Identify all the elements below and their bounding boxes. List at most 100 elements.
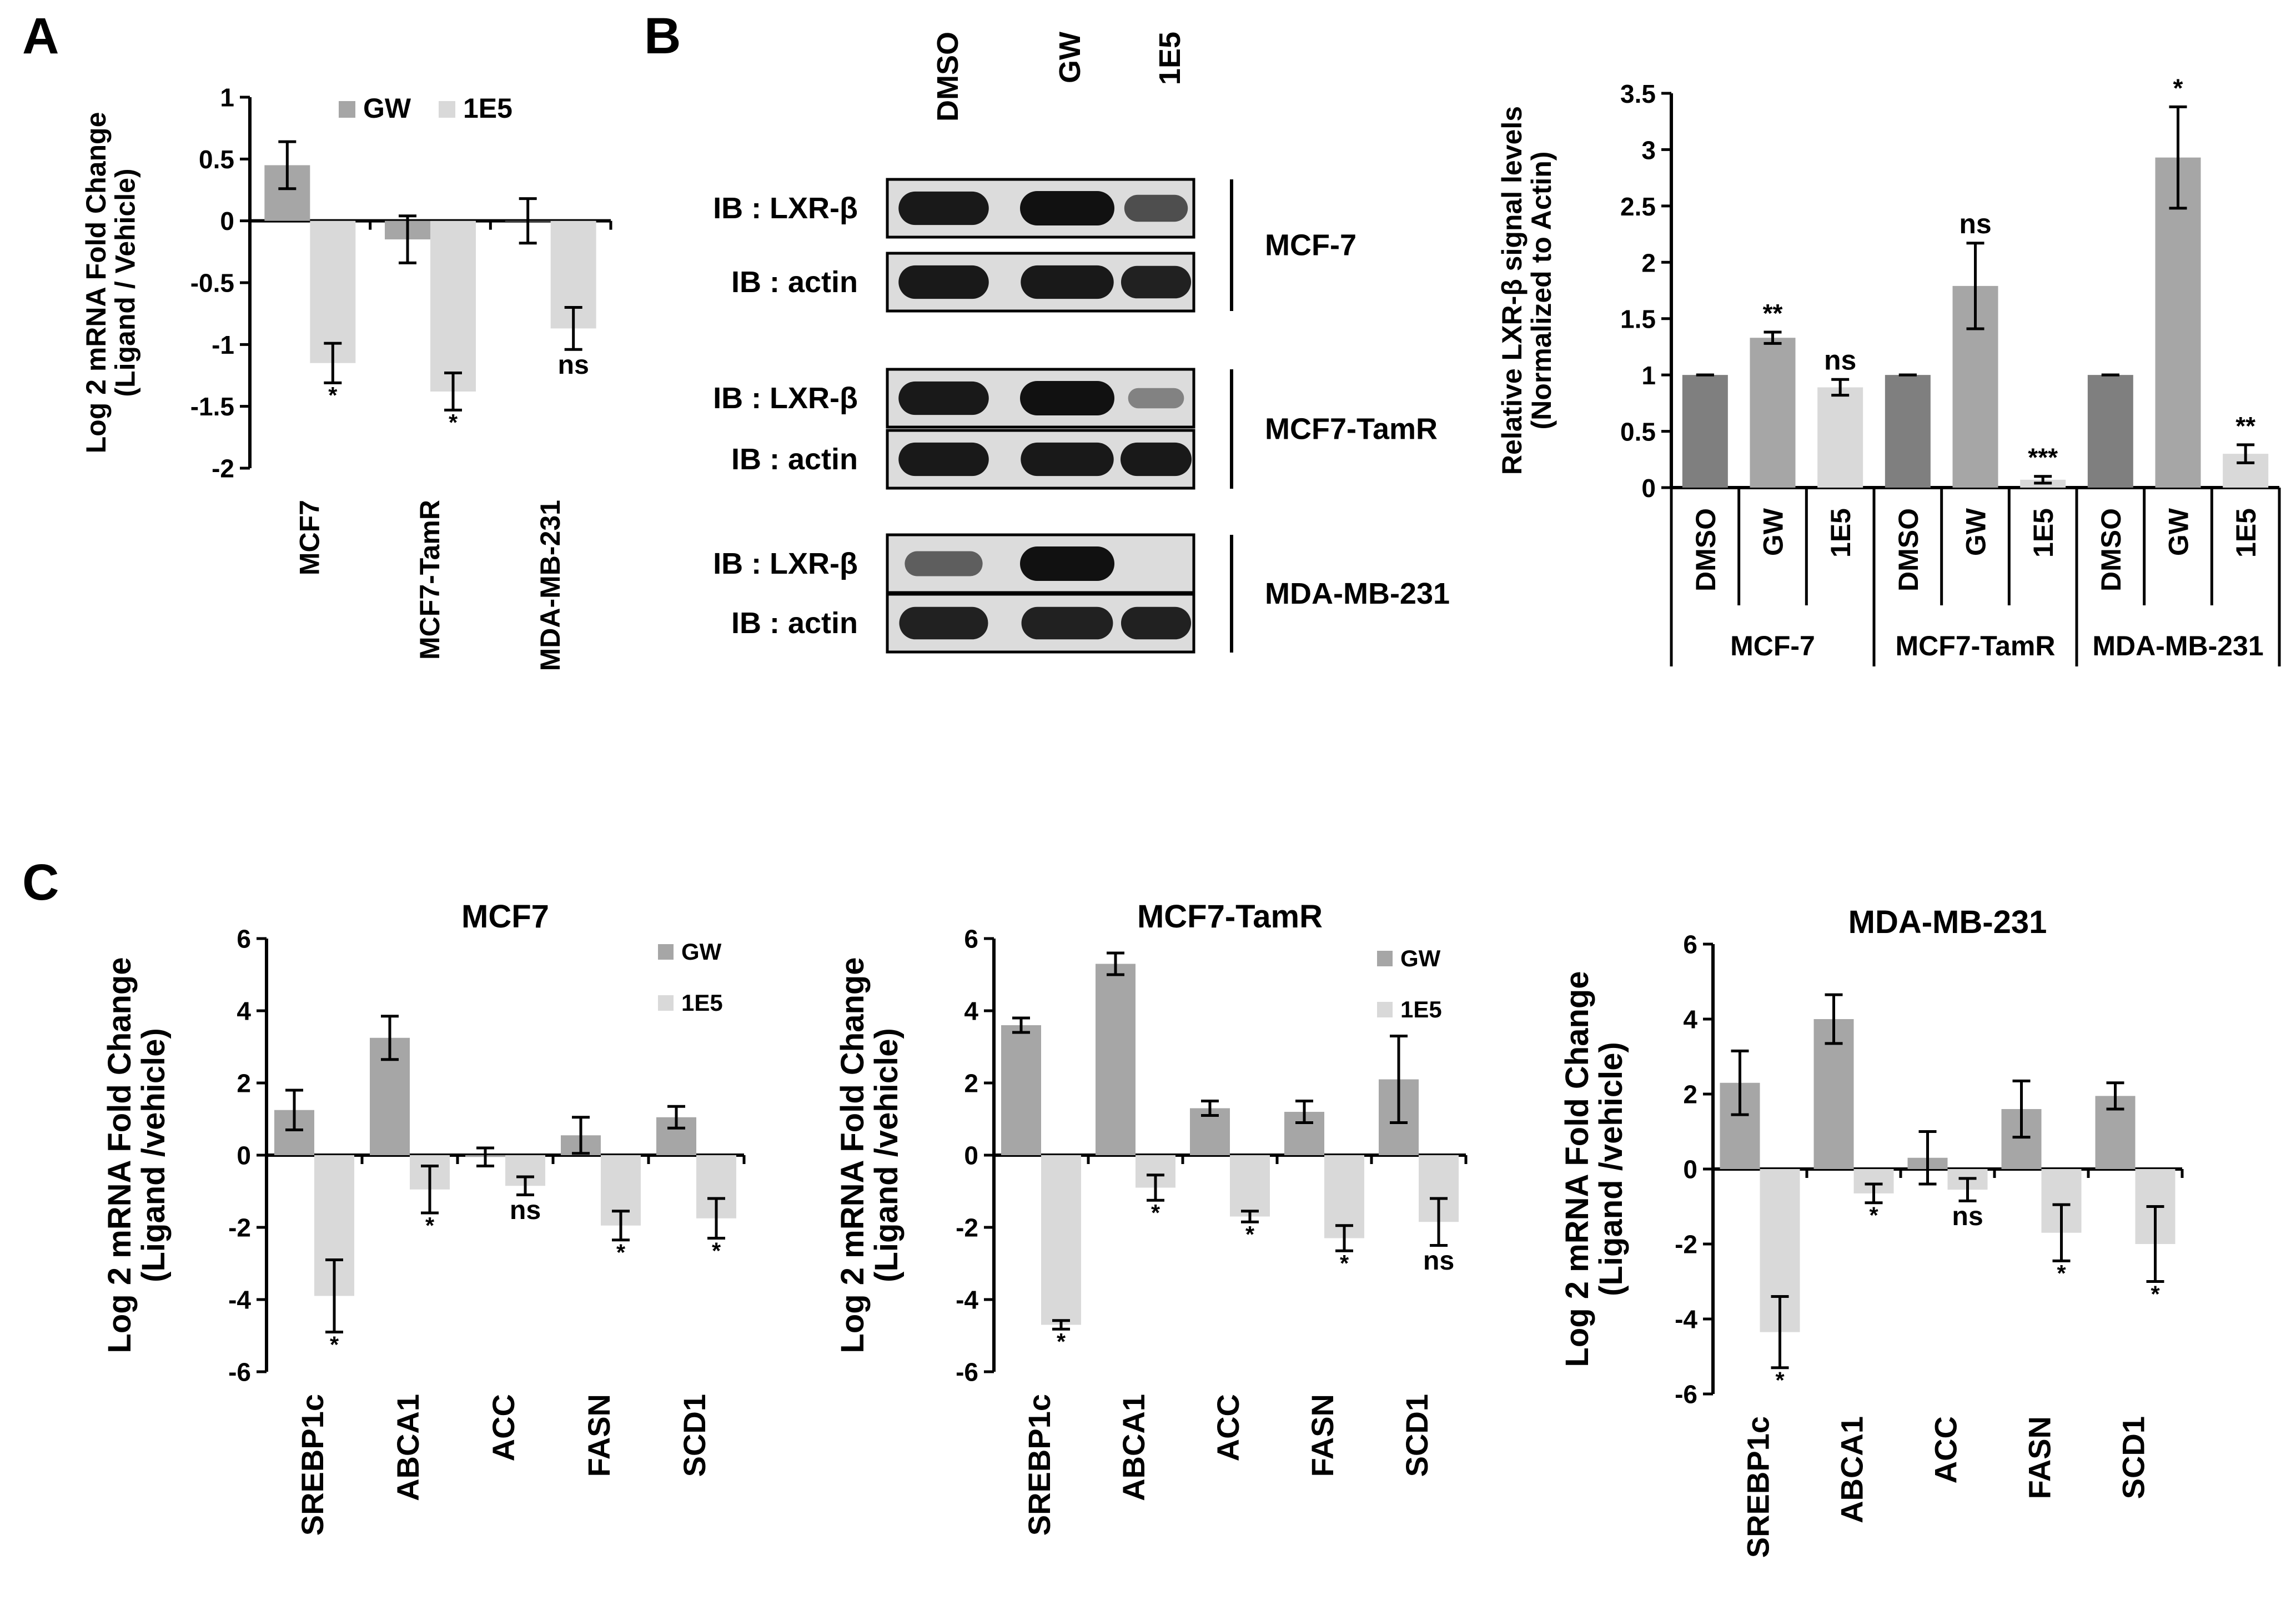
category-label: MCF7-TamR xyxy=(414,500,445,660)
legend-label: 1E5 xyxy=(1400,996,1442,1022)
y-tick-label: 0 xyxy=(1641,474,1656,503)
blot-band xyxy=(898,191,989,225)
category-label: FASN xyxy=(2022,1416,2057,1499)
y-tick-label: -6 xyxy=(228,1358,251,1387)
category-label: FASN xyxy=(1305,1394,1340,1477)
y-tick-label: -2 xyxy=(1675,1230,1697,1259)
significance-label: ** xyxy=(2235,412,2255,440)
y-tick-label: 0 xyxy=(220,207,234,235)
blot-row-label: IB : LXR-β xyxy=(713,192,858,225)
cell-line-label: MCF-7 xyxy=(1265,229,1357,262)
bar-GW-ABCA1 xyxy=(1096,964,1136,1155)
bar-1E5-MCF7 xyxy=(310,220,356,363)
legend-swatch xyxy=(339,101,355,118)
legend-label: GW xyxy=(681,939,722,965)
y-tick-label: 4 xyxy=(237,997,251,1026)
y-axis-label-1: (Ligand / Vehicle) xyxy=(110,168,141,397)
panel-label-c: C xyxy=(22,854,59,911)
cell-line-label: MCF7-TamR xyxy=(1265,413,1438,446)
lane-label: 1E5 xyxy=(1153,32,1187,85)
blot-band xyxy=(1020,191,1114,225)
category-label: GW xyxy=(1961,508,1992,556)
blot-band xyxy=(1120,442,1192,477)
blot-band xyxy=(1020,381,1114,415)
significance-label: ns xyxy=(1952,1201,1983,1231)
category-label: GW xyxy=(1758,508,1789,556)
chart-title: MCF7-TamR xyxy=(1137,899,1323,935)
y-tick-label: 0 xyxy=(1683,1155,1697,1184)
y-axis-label-0: Log 2 mRNA Fold Change xyxy=(835,957,871,1353)
y-tick-label: -4 xyxy=(1675,1305,1697,1334)
western-blot: DMSO GW 1E5 IB : LXR-β IB : actin IB : LXR-β I… xyxy=(713,32,1450,654)
category-label: SCD1 xyxy=(1399,1394,1434,1477)
group-label: MCF7-TamR xyxy=(1896,630,2056,661)
blot-band xyxy=(1021,265,1114,299)
category-label: DMSO xyxy=(1690,508,1721,591)
chart-a: 1 0.5 0 -0.5 -1 -1.5 -2 * * ns MCF7 MCF7-TamR MDA-MB… xyxy=(81,83,612,671)
y-tick-label: 1.5 xyxy=(1620,305,1656,334)
y-tick-label: 2 xyxy=(237,1069,251,1098)
blot-band xyxy=(1128,388,1184,409)
bar-DMSO-0 xyxy=(1682,375,1728,488)
y-tick-label: -0.5 xyxy=(190,269,234,298)
legend-swatch xyxy=(1377,1002,1393,1017)
significance-label: * xyxy=(2151,1281,2160,1307)
y-tick-label: -6 xyxy=(1675,1380,1697,1409)
legend-swatch xyxy=(1377,951,1393,966)
y-tick-label: 3 xyxy=(1641,136,1656,164)
significance-label: ** xyxy=(1763,299,1783,328)
significance-label: *** xyxy=(2028,443,2058,472)
significance-label: * xyxy=(1775,1368,1785,1393)
y-tick-label: -2 xyxy=(228,1213,251,1242)
group-label: MDA-MB-231 xyxy=(2092,630,2263,661)
y-axis-label-1: (Ligand /vehicle) xyxy=(1593,1042,1629,1296)
category-label: GW xyxy=(2163,508,2194,556)
bar-1E5-2 xyxy=(1817,387,1863,488)
y-tick-label: -4 xyxy=(956,1286,978,1315)
bar-GW-1 xyxy=(1750,338,1796,488)
significance-label: * xyxy=(1151,1200,1160,1226)
significance-label: * xyxy=(1340,1251,1349,1276)
significance-label: * xyxy=(712,1238,721,1263)
chart-c-mcf7: 6 4 2 0 -2 -4 -6 * * ns * * SREBP1c ABCA1 ACC FASN SCD1 L… xyxy=(102,899,746,1536)
chart-c-mcf7-tamr: 6 4 2 0 -2 -4 -6 * * * * ns SREBP1c ABCA1 ACC FASN SCD1 L… xyxy=(835,899,1468,1536)
y-tick-label: -1.5 xyxy=(190,392,234,421)
blot-band xyxy=(1121,606,1192,640)
blot-band xyxy=(905,551,983,576)
significance-label: * xyxy=(2173,73,2183,102)
significance-label: * xyxy=(330,1332,339,1357)
significance-label: * xyxy=(1057,1329,1066,1355)
y-axis-label-0: Log 2 mRNA Fold Change xyxy=(102,957,138,1353)
y-tick-label: 0 xyxy=(237,1141,251,1170)
blot-row-label: IB : LXR-β xyxy=(713,547,858,580)
y-axis-label-1: (Normalized to Actin) xyxy=(1526,152,1557,430)
category-label: SREBP1c xyxy=(295,1394,330,1536)
bar-DMSO-3 xyxy=(1885,375,1931,488)
blot-band xyxy=(1021,442,1114,477)
y-axis-label-1: (Ligand /vehicle) xyxy=(135,1028,172,1282)
y-tick-label: -2 xyxy=(212,454,234,483)
blot-band xyxy=(1020,546,1114,581)
bar-1E5-SREBP1c xyxy=(1041,1155,1081,1325)
y-axis-label-0: Log 2 mRNA Fold Change xyxy=(1559,971,1595,1367)
blot-band xyxy=(898,265,989,299)
y-tick-label: 4 xyxy=(964,997,978,1026)
chart-title: MDA-MB-231 xyxy=(1848,904,2047,940)
y-tick-label: -1 xyxy=(212,330,234,359)
significance-label: ns xyxy=(557,350,589,380)
group-label: MCF-7 xyxy=(1730,630,1815,661)
panel-label-b: B xyxy=(644,8,681,64)
category-label: DMSO xyxy=(2096,508,2127,591)
y-tick-label: 6 xyxy=(1683,930,1697,959)
blot-band xyxy=(898,442,989,477)
significance-label: * xyxy=(449,410,458,435)
legend-label: 1E5 xyxy=(681,990,723,1016)
y-axis-label-1: (Ligand /vehicle) xyxy=(868,1028,905,1282)
legend-label: GW xyxy=(1400,945,1441,971)
blot-band xyxy=(1121,265,1192,299)
category-label: ABCA1 xyxy=(1116,1394,1151,1501)
y-tick-label: 4 xyxy=(1683,1005,1697,1034)
y-axis-label-0: Relative LXR-β signal levels xyxy=(1496,106,1528,475)
y-tick-label: 1 xyxy=(1641,361,1656,390)
